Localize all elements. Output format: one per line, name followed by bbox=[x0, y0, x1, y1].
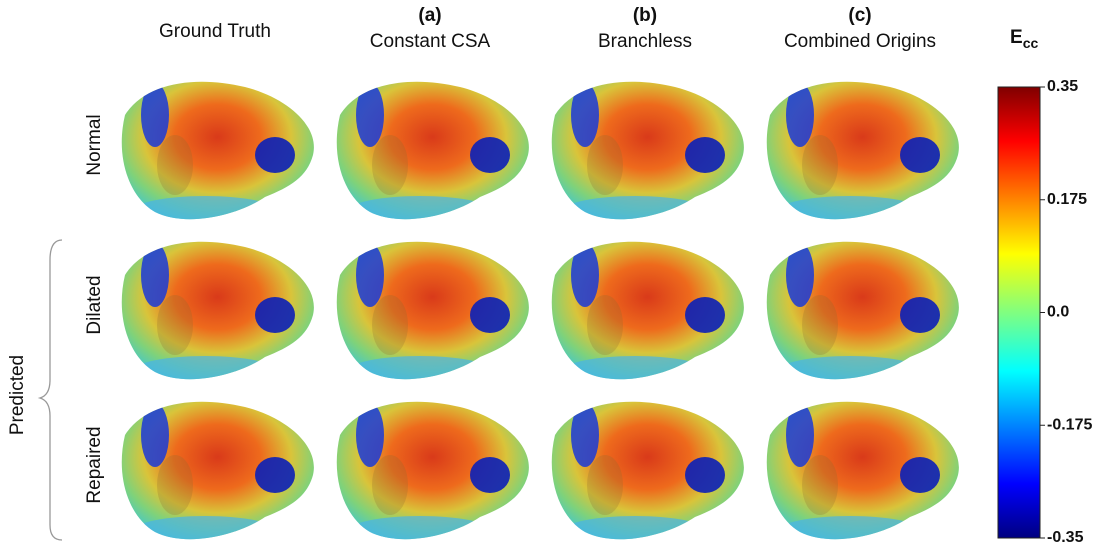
surface-render bbox=[545, 75, 750, 230]
colorbar-tick-label: 0.175 bbox=[1047, 191, 1087, 208]
column-title: Branchless bbox=[598, 31, 692, 52]
surface-render bbox=[760, 395, 965, 546]
surface-render bbox=[330, 75, 535, 230]
figure: Predicted Ecc Ground Truth (a) Constant CS… bbox=[0, 0, 1103, 546]
surface-render bbox=[115, 75, 320, 230]
column-title: Ground Truth bbox=[159, 21, 271, 42]
colorbar bbox=[998, 87, 1040, 538]
row-label: Dilated bbox=[84, 275, 105, 334]
surface-render bbox=[330, 235, 535, 390]
colorbar-tick-label: 0.35 bbox=[1047, 78, 1078, 95]
column-tag: (c) bbox=[848, 5, 871, 26]
colorbar-tick-label: -0.35 bbox=[1047, 529, 1084, 546]
surface-render bbox=[115, 395, 320, 546]
colorbar-tick-label: 0.0 bbox=[1047, 304, 1069, 321]
surface-render bbox=[330, 395, 535, 546]
surface-render bbox=[545, 395, 750, 546]
surface-render bbox=[545, 235, 750, 390]
colorbar-title-sub: cc bbox=[1023, 35, 1039, 51]
column-title: Constant CSA bbox=[370, 31, 491, 52]
row-label: Repaired bbox=[84, 426, 105, 503]
surface-render bbox=[760, 75, 965, 230]
colorbar-title: Ecc bbox=[1010, 27, 1038, 51]
group-label: Predicted bbox=[7, 355, 28, 435]
column-tag: (a) bbox=[418, 5, 441, 26]
surface-renders bbox=[115, 75, 965, 546]
colorbar-title-main: E bbox=[1010, 27, 1023, 48]
surface-render bbox=[115, 235, 320, 390]
column-tag: (b) bbox=[633, 5, 657, 26]
column-title: Combined Origins bbox=[784, 31, 936, 52]
group-brace bbox=[40, 240, 62, 540]
row-label: Normal bbox=[84, 114, 105, 175]
colorbar-tick-label: -0.175 bbox=[1047, 416, 1092, 433]
surface-render bbox=[760, 235, 965, 390]
